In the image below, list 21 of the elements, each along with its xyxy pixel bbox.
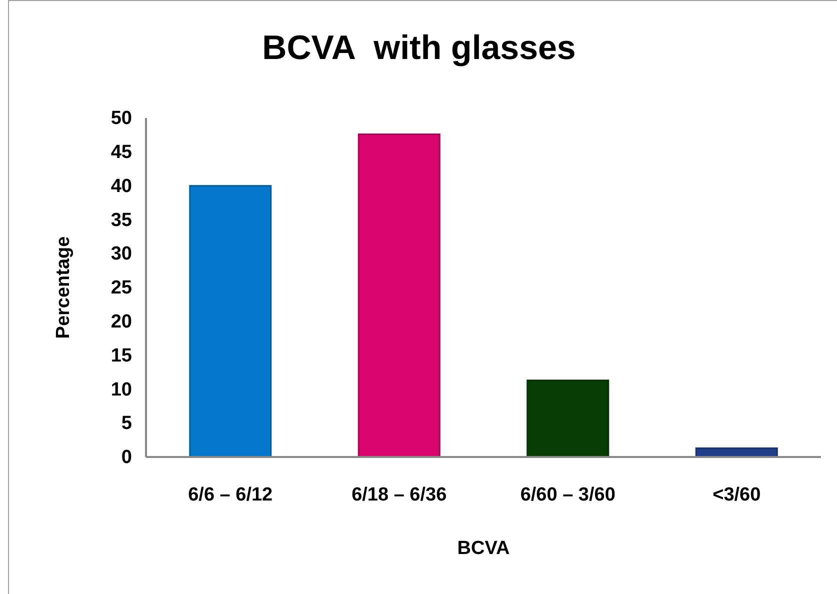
y-tick-label: 15 [110, 345, 132, 366]
bar [358, 134, 440, 458]
x-axis-title: BCVA [457, 538, 510, 559]
chart-title: BCVA with glasses [262, 29, 576, 67]
y-axis-title: Percentage [53, 236, 74, 339]
y-tick-label: 25 [110, 278, 132, 299]
bar [189, 185, 272, 458]
y-tick-label: 40 [110, 176, 132, 197]
x-tick-label: 6/60 – 3/60 [520, 484, 616, 506]
y-tick-label: 35 [110, 210, 132, 231]
y-tick-label: 30 [110, 244, 132, 265]
y-tick-label: 20 [110, 311, 132, 332]
y-tick-label: 50 [110, 108, 132, 130]
y-tick-label: 5 [121, 413, 132, 434]
y-tick-label: 0 [121, 447, 132, 468]
x-tick-label: 6/18 – 6/36 [352, 484, 447, 506]
x-tick-label: 6/6 – 6/12 [188, 484, 273, 506]
y-tick-label: 10 [110, 379, 132, 400]
y-tick-label: 45 [110, 142, 132, 163]
x-tick-label: <3/60 [712, 484, 761, 506]
bar [526, 380, 610, 458]
